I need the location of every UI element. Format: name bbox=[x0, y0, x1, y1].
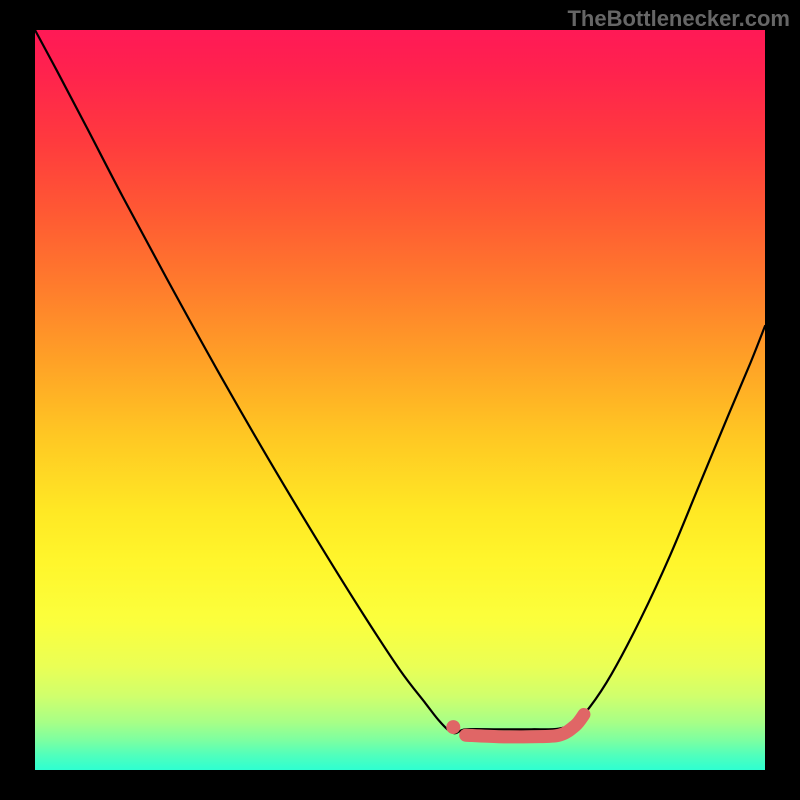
chart-svg bbox=[0, 0, 800, 800]
current-config-marker bbox=[446, 720, 460, 734]
chart-container: TheBottlenecker.com bbox=[0, 0, 800, 800]
plot-background bbox=[35, 30, 765, 770]
watermark-text: TheBottlenecker.com bbox=[567, 6, 790, 32]
